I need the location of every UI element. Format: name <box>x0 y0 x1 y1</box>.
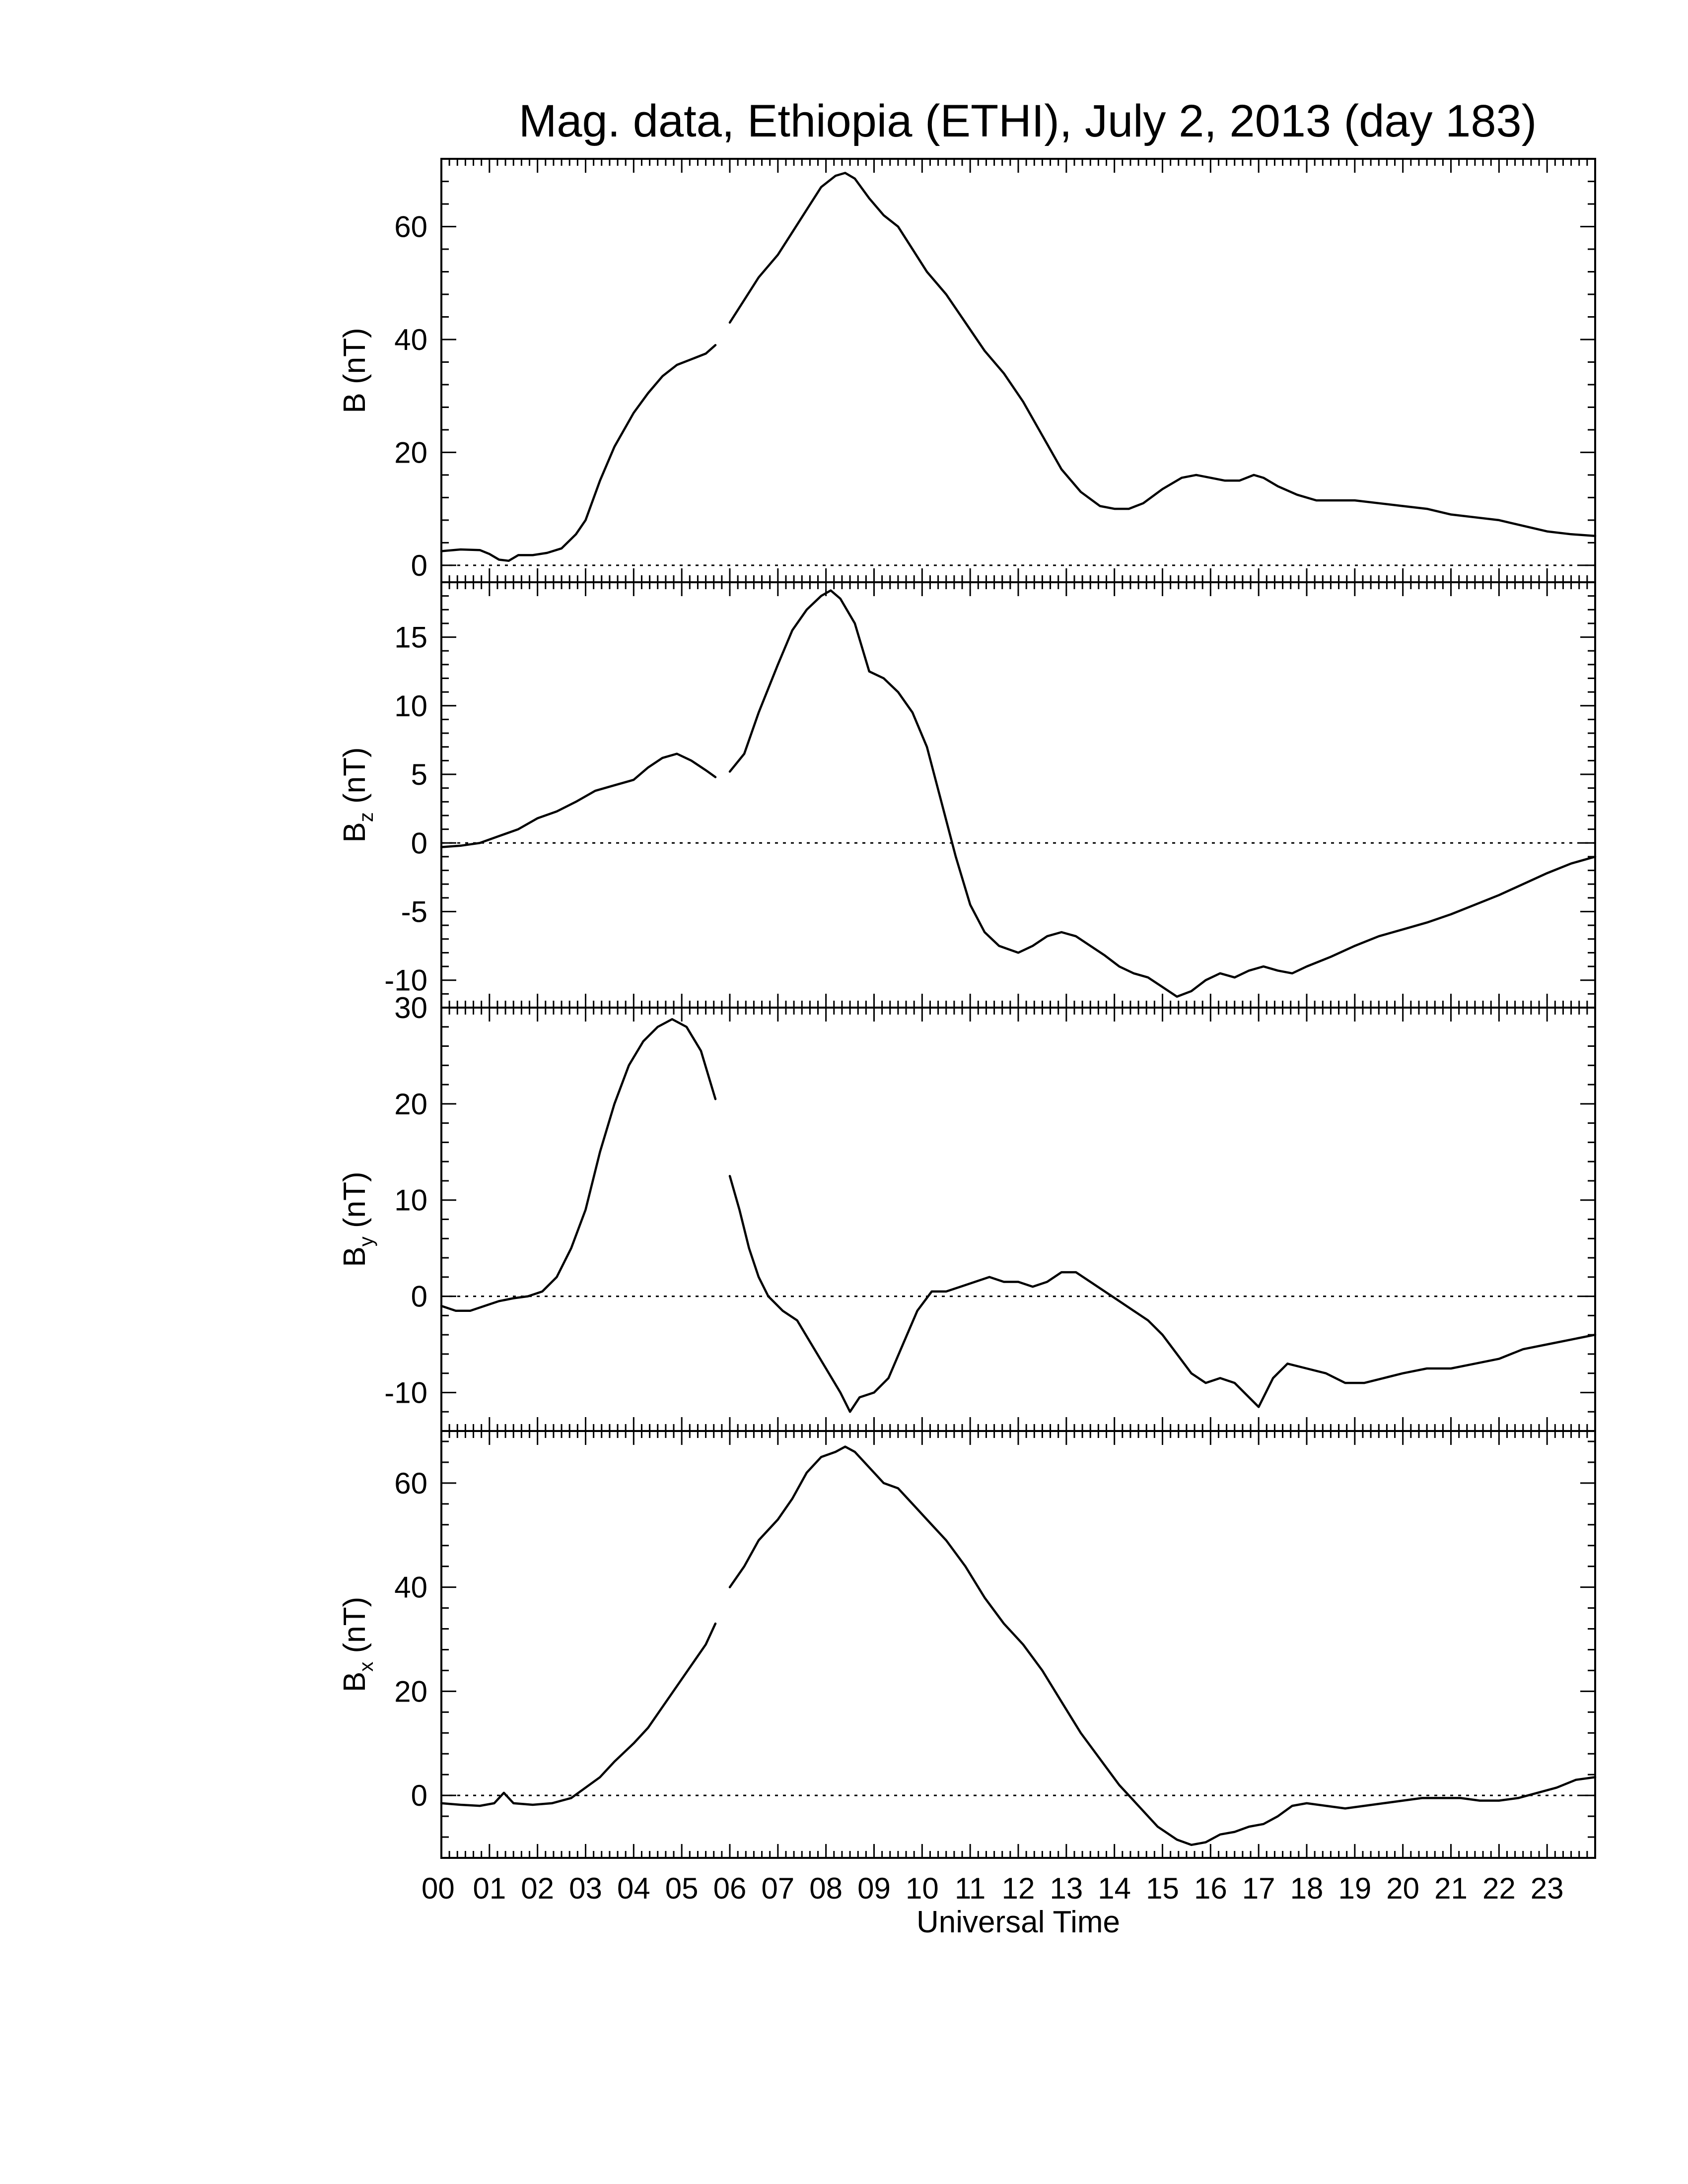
y-tick-label: 20 <box>394 1675 427 1708</box>
y-axis-label: By (nT) <box>338 1171 377 1267</box>
y-axis-label: B (nT) <box>338 328 372 413</box>
x-tick-label: 11 <box>955 1872 985 1905</box>
y-tick-label: 60 <box>394 1467 427 1500</box>
x-tick-label: 21 <box>1434 1872 1468 1905</box>
panel-frame <box>440 581 1596 1009</box>
x-tick-label: 06 <box>713 1872 747 1905</box>
x-tick-label: 20 <box>1386 1872 1419 1905</box>
x-axis: 00 01 02 03 04 05 06 07 08 09 10 11 12 13 14 15 16 17 18 19… <box>422 1872 1564 1905</box>
x-tick-label: 07 <box>761 1872 794 1905</box>
y-tick-label: 10 <box>394 1184 427 1217</box>
chart-title: Mag. data, Ethiopia (ETHI), July 2, 2013… <box>519 96 1537 146</box>
x-tick-label: 02 <box>521 1872 554 1905</box>
series-line-by <box>728 1175 1597 1413</box>
y-tick-label: 5 <box>411 758 427 791</box>
y-axis-label: Bz (nT) <box>338 747 377 842</box>
series-line-bx <box>728 1445 1597 1846</box>
x-tick-label: 16 <box>1194 1872 1227 1905</box>
x-tick-label: 03 <box>569 1872 602 1905</box>
series-line-b <box>440 344 717 562</box>
y-tick-label: 40 <box>394 1571 427 1604</box>
y-tick-label: -10 <box>384 1376 427 1409</box>
y-tick-label: 40 <box>394 323 427 356</box>
x-tick-label: 18 <box>1290 1872 1324 1905</box>
x-tick-label: 22 <box>1482 1872 1516 1905</box>
x-tick-label: 15 <box>1146 1872 1179 1905</box>
x-tick-label: 12 <box>1002 1872 1035 1905</box>
y-tick-label: 20 <box>394 436 427 469</box>
y-tick-label: 20 <box>394 1088 427 1121</box>
panel-b: 0 20 40 60 B (nT) <box>338 158 1597 583</box>
panel-frame <box>440 1007 1596 1432</box>
series-line-bx <box>440 1622 717 1807</box>
x-tick-label: 08 <box>809 1872 843 1905</box>
x-tick-label: 00 <box>422 1872 455 1905</box>
y-tick-label: 0 <box>411 1779 427 1812</box>
y-tick-label: 60 <box>394 210 427 243</box>
y-tick-label: -10 <box>384 964 427 997</box>
x-tick-label: 10 <box>906 1872 939 1905</box>
panel-frame <box>440 1430 1596 1859</box>
panels-group: 0 20 40 60 B (nT) -10 -5 0 5 10 15 Bz (nT) -10 0 10 20 3… <box>338 158 1597 1859</box>
series-line-bz <box>728 589 1597 998</box>
y-tick-label: -5 <box>401 895 427 928</box>
y-tick-label: 15 <box>394 621 427 654</box>
y-tick-label: 0 <box>411 1280 427 1313</box>
series-line-by <box>440 1018 717 1312</box>
y-axis-label: Bx (nT) <box>338 1597 377 1692</box>
x-tick-label: 14 <box>1098 1872 1131 1905</box>
x-tick-label: 23 <box>1531 1872 1564 1905</box>
panel-bz: -10 -5 0 5 10 15 Bz (nT) <box>338 581 1597 1009</box>
x-tick-label: 13 <box>1050 1872 1083 1905</box>
x-tick-label: 01 <box>473 1872 506 1905</box>
y-tick-label: 0 <box>411 549 427 582</box>
panel-by: -10 0 10 20 30 By (nT) <box>338 991 1597 1432</box>
series-line-bz <box>440 752 717 848</box>
x-tick-label: 19 <box>1338 1872 1371 1905</box>
x-tick-label: 09 <box>857 1872 891 1905</box>
series-line-b <box>728 172 1597 537</box>
y-tick-label: 0 <box>411 826 427 860</box>
panel-frame <box>440 158 1596 583</box>
x-tick-label: 05 <box>665 1872 699 1905</box>
y-tick-label: 30 <box>394 991 427 1024</box>
x-axis-label: Universal Time <box>916 1905 1120 1939</box>
x-tick-label: 17 <box>1242 1872 1275 1905</box>
panel-bx: 0 20 40 60 Bx (nT) <box>338 1430 1597 1859</box>
x-tick-label: 04 <box>617 1872 650 1905</box>
y-tick-label: 10 <box>394 689 427 723</box>
